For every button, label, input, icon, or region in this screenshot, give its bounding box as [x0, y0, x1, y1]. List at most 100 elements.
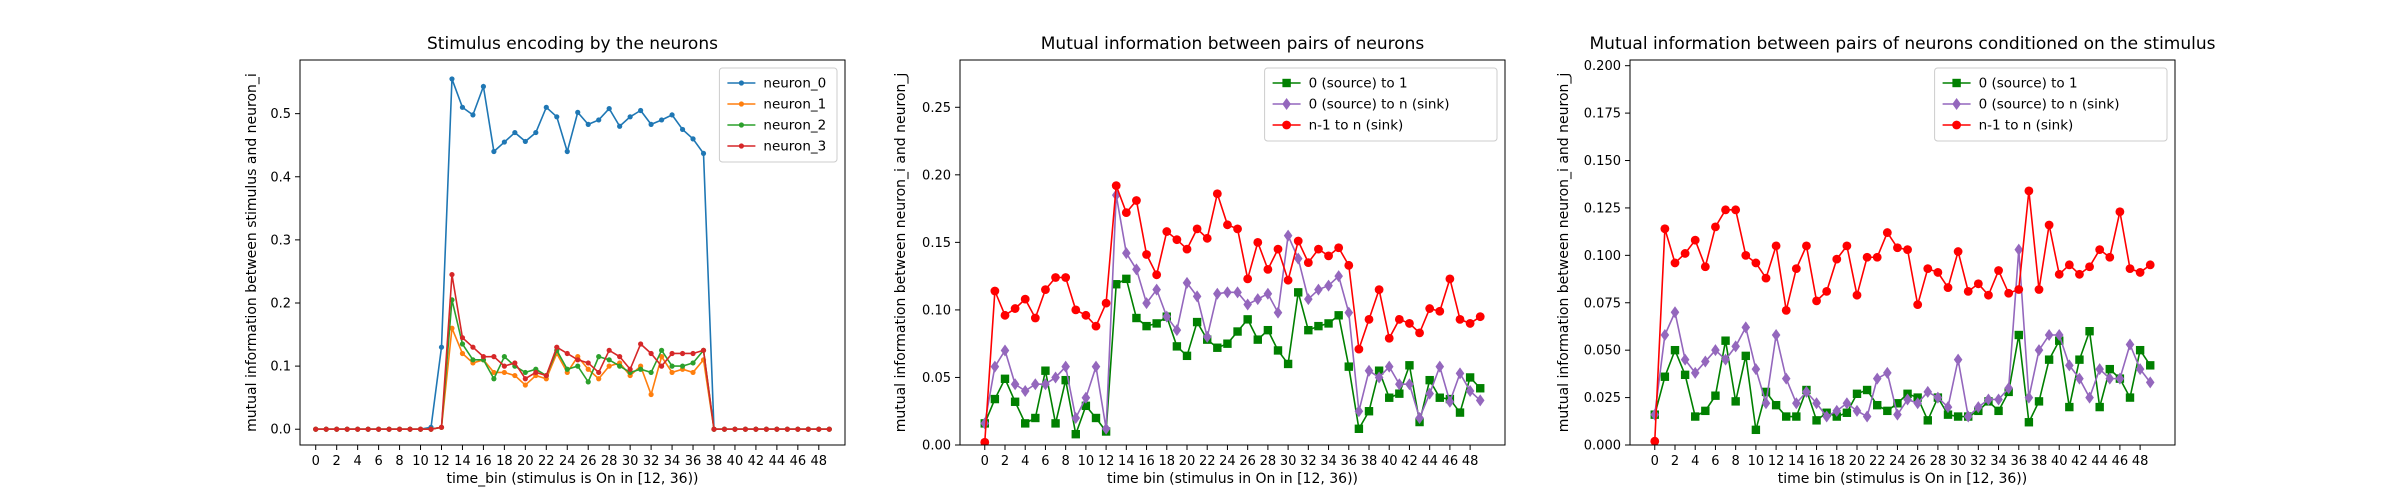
data-point: [575, 357, 581, 363]
y-axis-label: mutual information between neuron_i and …: [893, 73, 909, 433]
data-point: [617, 354, 623, 360]
data-point: [1172, 324, 1182, 337]
x-tick-label: 34: [1320, 454, 1337, 469]
data-point: [1455, 367, 1465, 380]
data-point: [1852, 389, 1862, 398]
data-point: [1741, 351, 1750, 361]
data-point: [1091, 321, 1101, 331]
data-point: [1984, 393, 1993, 406]
data-point: [774, 426, 780, 432]
x-tick-label: 4: [354, 454, 362, 469]
data-point: [1690, 235, 1700, 245]
data-point: [1670, 306, 1680, 319]
data-point: [1832, 404, 1842, 417]
plot-area: [1650, 186, 2155, 445]
data-point: [1435, 393, 1444, 402]
data-point: [1903, 245, 1912, 255]
series-0-source-to-1: [980, 274, 1485, 439]
data-point: [648, 121, 654, 127]
data-point: [585, 360, 591, 366]
data-point: [1162, 227, 1172, 236]
legend-label: neuron_2: [763, 118, 826, 134]
data-point: [1711, 391, 1720, 400]
data-point: [1425, 387, 1434, 400]
data-point: [742, 426, 749, 432]
data-point: [1182, 276, 1192, 289]
data-point: [1273, 346, 1283, 355]
legend-label: 0 (source) to n (sink): [1979, 97, 2120, 113]
x-tick-label: 14: [1118, 454, 1135, 469]
legend-marker: [1282, 120, 1291, 130]
data-point: [1771, 400, 1781, 410]
data-point: [795, 426, 801, 432]
data-point: [1953, 412, 1963, 421]
y-axis-label: mutual information between stimulus and …: [244, 73, 260, 432]
data-point: [1862, 252, 1872, 262]
data-point: [1700, 262, 1710, 272]
data-point: [816, 426, 822, 432]
data-point: [522, 138, 528, 145]
data-point: [1374, 371, 1384, 384]
data-point: [1354, 424, 1364, 433]
legend-marker: [738, 143, 745, 149]
data-point: [1233, 224, 1242, 234]
series-line: [983, 185, 1481, 443]
data-point: [596, 354, 602, 360]
legend-marker: [1282, 98, 1291, 110]
data-point: [334, 426, 340, 432]
x-tick-label: 16: [475, 454, 492, 469]
data-point: [1303, 258, 1313, 268]
data-point: [1680, 353, 1690, 366]
data-point: [1384, 333, 1394, 343]
x-tick-label: 46: [790, 454, 807, 469]
x-tick-label: 10: [1078, 454, 1095, 469]
data-point: [2054, 329, 2064, 341]
data-point: [1660, 372, 1670, 381]
data-point: [1660, 224, 1670, 234]
data-point: [2034, 285, 2044, 294]
data-point: [1731, 205, 1741, 215]
data-point: [585, 366, 591, 372]
data-point: [2034, 344, 2044, 357]
x-tick-label: 36: [685, 454, 702, 469]
x-tick-label: 28: [1930, 454, 1947, 469]
data-point: [428, 426, 434, 432]
data-point: [1293, 236, 1303, 246]
data-point: [554, 114, 560, 120]
x-tick-label: 38: [2031, 454, 2048, 469]
data-point: [1364, 314, 1374, 324]
series-line: [983, 194, 1481, 429]
data-point: [1893, 399, 1902, 408]
x-tick-label: 34: [664, 454, 681, 469]
data-point: [1782, 412, 1791, 421]
data-point: [1812, 296, 1821, 306]
data-point: [1852, 404, 1862, 417]
y-tick-label: 0.5: [270, 107, 291, 122]
data-point: [1233, 286, 1242, 299]
data-point: [1741, 250, 1751, 260]
data-point: [1101, 422, 1111, 435]
data-point: [512, 372, 518, 379]
x-axis-label: time_bin (stimulus is On in [12, 36)): [447, 471, 699, 487]
data-point: [1020, 384, 1030, 397]
data-point: [1701, 406, 1710, 416]
x-tick-label: 44: [769, 454, 786, 469]
data-point: [1893, 408, 1902, 421]
data-point: [1294, 288, 1303, 297]
data-point: [763, 426, 769, 432]
data-point: [2085, 327, 2094, 336]
legend-item-neuron-1: neuron_1: [727, 97, 826, 113]
y-tick-label: 0.05: [922, 371, 951, 386]
data-point: [1334, 243, 1344, 253]
data-point: [1223, 339, 1232, 348]
data-point: [658, 117, 665, 123]
data-point: [1010, 397, 1020, 406]
data-point: [2075, 269, 2084, 279]
x-tick-label: 48: [1462, 454, 1479, 469]
legend-box: [718, 67, 838, 163]
y-tick-label: 0.20: [922, 168, 951, 183]
data-point: [648, 369, 654, 376]
x-tick-label: 44: [2091, 454, 2108, 469]
data-point: [2014, 330, 2023, 340]
